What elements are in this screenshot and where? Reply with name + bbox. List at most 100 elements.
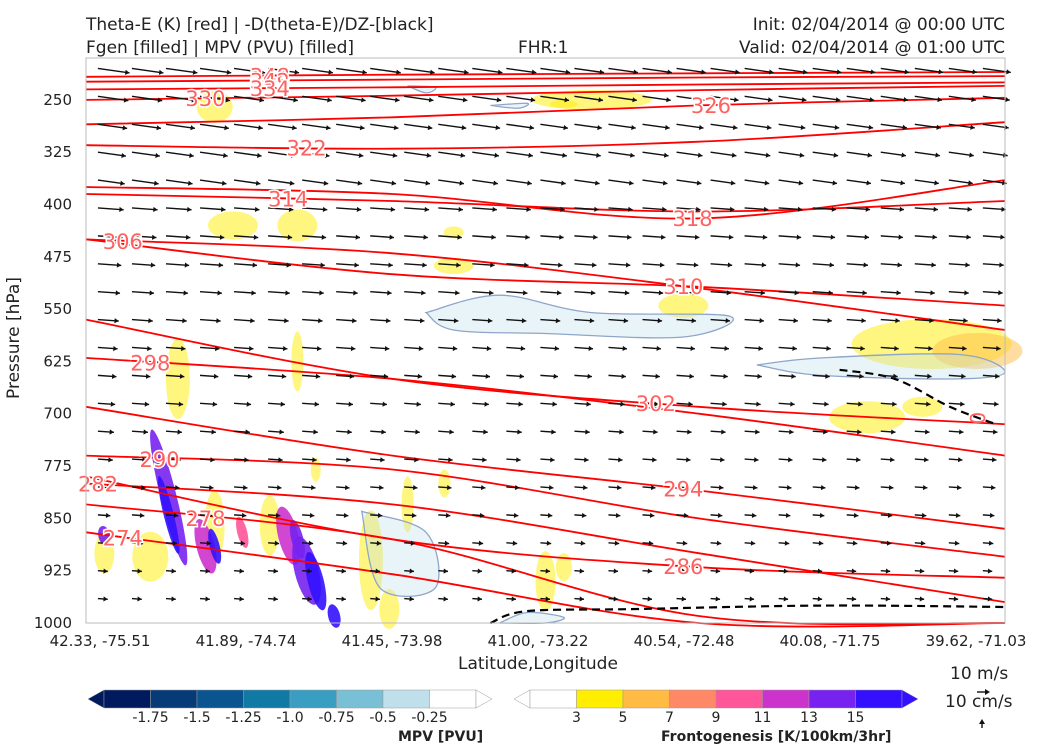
wind-vector-head <box>613 596 619 602</box>
wind-vector-head <box>191 97 197 103</box>
fgen-colorbar-cell <box>808 689 856 709</box>
wind-vector-head <box>157 97 163 103</box>
wind-vector-head <box>627 234 632 240</box>
wind-vector-head <box>530 97 536 103</box>
wind-vector-head <box>514 485 520 491</box>
wind-vector-head <box>109 429 114 435</box>
wind-vector-head <box>211 429 216 435</box>
wind-vector-head <box>513 512 519 518</box>
y-axis: 250 325 400 475 550 625 700 775 850 925 1000 <box>34 91 72 632</box>
wind-vector-head <box>751 512 757 518</box>
theta-e-label: 318 <box>672 207 712 231</box>
wind-vector <box>131 179 159 185</box>
wind-vector-head <box>921 512 927 518</box>
fgen-colorbar-tick: 5 <box>619 710 628 726</box>
wind-vector <box>131 67 164 74</box>
wind-vector-head <box>551 429 556 435</box>
wind-vector-head <box>290 152 296 158</box>
wind-vector-head <box>730 180 736 186</box>
wind-vector-head <box>802 69 808 75</box>
wind-vector-head <box>176 457 181 463</box>
wind-vector <box>302 151 330 157</box>
wind-vector-head <box>735 69 740 75</box>
wind-vector-head <box>963 318 968 324</box>
wind-vector-head <box>312 457 317 463</box>
wind-vector-head <box>494 152 499 158</box>
wind-vector-head <box>423 234 428 240</box>
fgen-blob <box>291 331 304 392</box>
wind-vector-head <box>525 234 530 240</box>
wind-vector-head <box>177 429 182 435</box>
wind-vector-head <box>451 373 457 379</box>
wind-vector-head <box>757 373 762 379</box>
wind-vector <box>199 95 231 102</box>
mpv-colorbar-tick: -1.0 <box>276 710 303 726</box>
wind-vector-head <box>763 206 769 212</box>
dthetae-dz-label: 0 <box>965 412 989 425</box>
wind-vector-head <box>212 401 218 407</box>
fgen-band <box>305 551 327 611</box>
wind-vector-head <box>833 152 839 158</box>
fgen-blob <box>433 257 474 274</box>
wind-vector-head <box>307 568 312 574</box>
wind-vector <box>165 123 196 130</box>
wind-vector <box>370 67 401 74</box>
wind-vector-head <box>733 97 739 103</box>
wind-vector <box>233 67 266 74</box>
wind-vector-head <box>758 345 763 352</box>
theta-e-line <box>85 531 1006 628</box>
wind-vector-head <box>897 262 902 268</box>
wind-vector-head <box>953 568 959 574</box>
wind-vector <box>744 151 771 157</box>
wind-vector-head <box>716 540 722 546</box>
wind-vector-head <box>749 596 755 602</box>
mpv-colorbar-tick: -0.25 <box>411 710 447 726</box>
wind-vector-head <box>825 373 830 379</box>
wind-vector-head <box>517 429 522 435</box>
wind-vector <box>982 123 1009 129</box>
mpv-colorbar-tick: -1.75 <box>132 710 168 726</box>
y-tick-label: 400 <box>43 195 72 213</box>
wind-vector-head <box>447 485 452 491</box>
theta-e-label: 334 <box>250 77 290 101</box>
wind-vector-head <box>581 512 587 518</box>
wind-vector-head <box>931 262 936 268</box>
wind-vector-head <box>483 429 488 435</box>
wind-vector-head <box>189 152 194 159</box>
wind-vector-head <box>593 234 598 240</box>
wind-vector-head <box>860 345 865 352</box>
wind-vector-head <box>682 540 688 546</box>
wind-vector <box>642 123 670 129</box>
forecast-hour: FHR:1 <box>518 38 569 58</box>
wind-vector <box>472 95 502 102</box>
wind-vector-head <box>760 290 766 296</box>
wind-vector <box>472 179 498 185</box>
init-time: Init: 02/04/2014 @ 00:00 UTC <box>752 15 1005 35</box>
y-tick-label: 625 <box>43 352 72 370</box>
wind-vector-head <box>149 290 154 296</box>
wind-vector-head <box>275 512 281 519</box>
wind-vector-head <box>417 373 423 379</box>
wind-vector-head <box>962 345 967 351</box>
wind-vector-head <box>110 401 116 407</box>
wind-vector-head <box>784 540 790 546</box>
wind-vector-head <box>729 206 735 212</box>
mpv-colorbar-cell <box>336 689 384 709</box>
theta-e-label: 274 <box>103 526 143 550</box>
wind-vector-head <box>413 485 418 491</box>
wind-vector-head <box>554 345 560 352</box>
wind-vector <box>846 123 874 129</box>
wind-vector-head <box>482 457 487 463</box>
wind-vector-head <box>854 484 860 491</box>
wind-vector-head <box>376 540 382 546</box>
wind-vector-head <box>822 457 827 463</box>
y-tick-label: 325 <box>43 143 72 161</box>
fgen-colorbar-cell <box>669 689 717 709</box>
wind-vector-head <box>936 124 941 130</box>
wind-vector-head <box>419 318 425 324</box>
wind-vector-head <box>994 401 999 407</box>
wind-vector <box>302 179 329 185</box>
wind-vector-head <box>107 485 112 491</box>
wind-vector <box>199 67 232 74</box>
wind-vector-head <box>311 485 316 491</box>
